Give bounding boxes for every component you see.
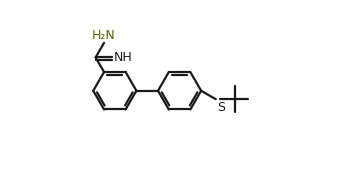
Text: S: S	[217, 101, 225, 114]
Text: NH: NH	[114, 51, 133, 64]
Text: H₂N: H₂N	[92, 29, 116, 42]
